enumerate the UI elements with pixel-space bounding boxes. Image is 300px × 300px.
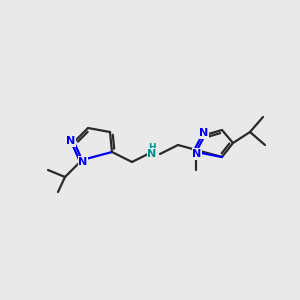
Text: N: N — [66, 136, 76, 146]
Text: N: N — [192, 149, 202, 159]
Text: H: H — [148, 143, 156, 152]
Text: N: N — [147, 149, 157, 159]
Text: N: N — [78, 157, 88, 167]
Text: N: N — [200, 128, 208, 138]
